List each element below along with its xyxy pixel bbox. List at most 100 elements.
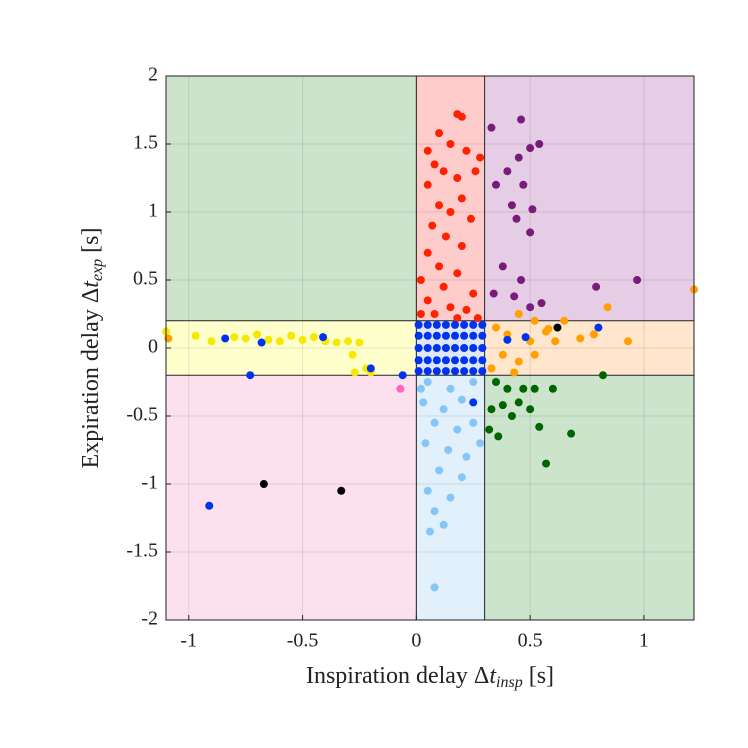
point	[492, 180, 500, 189]
point	[350, 368, 359, 377]
point	[498, 401, 507, 410]
point	[469, 331, 478, 340]
point	[246, 371, 255, 380]
point	[435, 129, 444, 138]
y-tick-label: -1	[141, 472, 158, 494]
point	[633, 276, 642, 284]
y-axis-label: Expiration delay Δtexp [s]	[78, 228, 106, 469]
point	[451, 356, 460, 365]
point	[423, 146, 432, 155]
x-label-sub: insp	[496, 674, 523, 691]
point	[396, 384, 405, 393]
point	[355, 338, 364, 347]
point	[432, 356, 441, 365]
point	[421, 439, 430, 448]
region	[166, 375, 417, 620]
point	[589, 330, 598, 339]
point	[435, 466, 444, 475]
point	[544, 324, 553, 333]
point	[460, 320, 469, 329]
point	[428, 221, 437, 230]
y-tick-label: 1	[148, 200, 158, 222]
point	[498, 350, 507, 359]
point	[478, 344, 487, 352]
point	[478, 331, 487, 340]
point	[476, 439, 485, 448]
y-tick-label: -2	[141, 608, 158, 630]
point	[624, 337, 632, 346]
point	[309, 333, 318, 342]
point	[398, 371, 407, 380]
point	[507, 412, 516, 420]
point	[510, 292, 519, 301]
point	[453, 425, 462, 434]
point	[430, 310, 439, 318]
point	[439, 520, 448, 529]
point	[457, 473, 466, 482]
region	[484, 76, 694, 321]
point	[526, 303, 535, 312]
point	[498, 262, 507, 271]
point	[414, 344, 423, 352]
point	[457, 242, 466, 250]
y-tick-label: -0.5	[126, 404, 158, 426]
x-label-var: t	[489, 663, 497, 689]
point	[337, 486, 346, 495]
point	[466, 214, 475, 223]
point	[423, 180, 432, 189]
point	[526, 228, 535, 237]
point	[469, 320, 478, 329]
point	[446, 384, 455, 393]
point	[439, 405, 448, 414]
y-tick-label: -1.5	[126, 540, 158, 562]
point	[487, 405, 496, 414]
point	[221, 334, 230, 343]
y-label-var: t	[78, 280, 104, 288]
point	[478, 367, 487, 376]
point	[473, 314, 482, 323]
point	[423, 320, 432, 329]
point	[446, 303, 455, 312]
point	[478, 320, 487, 329]
point	[485, 425, 494, 434]
point	[537, 299, 546, 308]
point	[526, 405, 535, 414]
point	[510, 368, 519, 377]
point	[462, 146, 471, 155]
point	[241, 334, 250, 343]
point	[460, 344, 469, 352]
point	[446, 140, 455, 148]
point	[441, 232, 450, 241]
region	[484, 375, 694, 620]
point	[430, 507, 439, 516]
point	[414, 331, 423, 340]
point	[598, 371, 607, 380]
point	[514, 310, 523, 318]
point	[514, 357, 523, 366]
point	[507, 201, 516, 210]
point	[275, 337, 284, 346]
point	[542, 459, 551, 468]
point	[332, 338, 341, 347]
point	[423, 378, 432, 386]
point	[548, 384, 557, 393]
point	[592, 282, 601, 291]
point	[492, 378, 500, 386]
point	[319, 333, 328, 342]
point	[451, 367, 460, 376]
region	[484, 320, 694, 376]
point	[423, 344, 432, 352]
point	[492, 323, 500, 332]
point	[230, 333, 239, 342]
point	[441, 344, 450, 352]
point	[207, 337, 216, 346]
point	[503, 335, 512, 344]
point	[441, 367, 450, 376]
y-tick-label: 1.5	[133, 132, 158, 154]
point	[489, 289, 498, 298]
y-tick-label: 0.5	[133, 268, 158, 290]
x-tick-label: 0.5	[518, 630, 543, 652]
point	[469, 356, 478, 365]
point	[526, 144, 535, 153]
x-tick-label: 1	[639, 630, 649, 652]
